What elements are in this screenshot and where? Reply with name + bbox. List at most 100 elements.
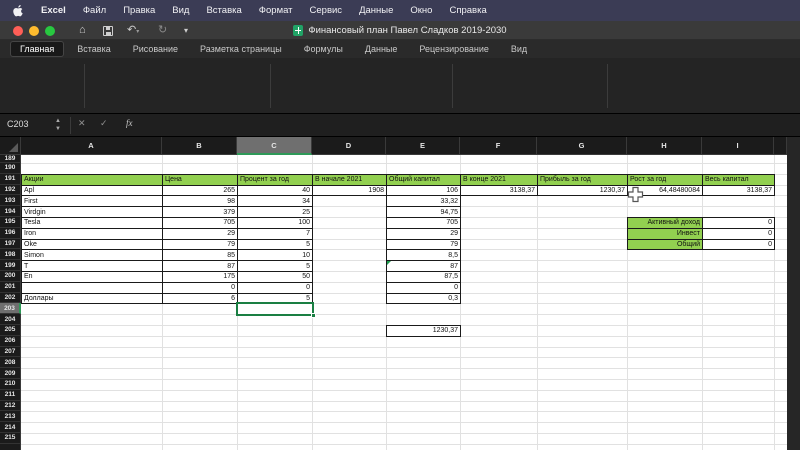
menu-item-help[interactable]: Справка (449, 5, 487, 16)
gridline (537, 155, 538, 450)
row-header-190[interactable]: 190 (0, 163, 21, 174)
column-header-E[interactable]: E (386, 137, 460, 155)
cell-B202[interactable]: 6 (162, 292, 238, 305)
menu-item-file[interactable]: Файл (82, 5, 107, 16)
column-header-G[interactable]: G (537, 137, 627, 155)
menu-item-window[interactable]: Окно (410, 5, 433, 16)
name-box-stepper[interactable]: ▲ ▼ (55, 118, 61, 132)
cell-I192[interactable]: 3138,37 (702, 184, 775, 197)
cell-H197[interactable]: Общий (627, 238, 703, 251)
row-header-203[interactable]: 203 (0, 303, 21, 315)
save-icon[interactable] (103, 26, 113, 36)
gridline (21, 357, 787, 359)
home-icon[interactable]: ⌂ (79, 24, 86, 36)
ribbon-tab-Данные[interactable]: Данные (364, 44, 398, 54)
ribbon-tab-Вставка[interactable]: Вставка (77, 44, 111, 54)
name-box[interactable]: C203 (7, 119, 29, 129)
redo-icon[interactable]: ↻ (158, 24, 168, 36)
row-header-215[interactable]: 215 (0, 433, 21, 444)
formula-input[interactable] (150, 117, 790, 134)
menu-item-tools[interactable]: Сервис (309, 5, 343, 16)
apple-menu-icon[interactable] (13, 4, 24, 17)
cell-E205[interactable]: 1230,37 (386, 325, 461, 337)
gridline (702, 155, 703, 450)
row-header-192[interactable]: 192 (0, 184, 21, 196)
row-header-205[interactable]: 205 (0, 325, 21, 336)
select-all-corner[interactable] (0, 137, 21, 155)
row-header-208[interactable]: 208 (0, 357, 21, 369)
ribbon-divider (452, 64, 453, 108)
insert-function-icon[interactable]: fx (126, 118, 133, 128)
fill-handle[interactable] (311, 313, 316, 319)
row-header-193[interactable]: 193 (0, 195, 21, 207)
row-header-214[interactable]: 214 (0, 422, 21, 433)
quick-access-more-icon[interactable]: ▾ (184, 26, 189, 35)
row-header-191[interactable]: 191 (0, 173, 21, 185)
ribbon-tab-Рисование[interactable]: Рисование (132, 44, 179, 54)
gridline (21, 389, 787, 391)
column-header-partial[interactable] (774, 137, 787, 155)
row-header-194[interactable]: 194 (0, 206, 21, 217)
undo-icon[interactable]: ↶▾ (127, 24, 140, 36)
minimize-window-button[interactable] (29, 26, 39, 36)
column-header-D[interactable]: D (312, 137, 386, 155)
cell-A202[interactable]: Доллары (21, 292, 163, 305)
menu-item-insert[interactable]: Вставка (206, 5, 242, 16)
row-header-211[interactable]: 211 (0, 389, 21, 401)
cell-F192[interactable]: 3138,37 (460, 184, 538, 197)
row-header-201[interactable]: 201 (0, 281, 21, 293)
menu-item-data[interactable]: Данные (359, 5, 394, 16)
confirm-entry-icon[interactable]: ✓ (100, 118, 108, 128)
row-header-198[interactable]: 198 (0, 249, 21, 261)
row-header-199[interactable]: 199 (0, 260, 21, 271)
row-header-196[interactable]: 196 (0, 227, 21, 239)
menu-item-view[interactable]: Вид (172, 5, 190, 16)
ribbon-tab-Разметка страницы[interactable]: Разметка страницы (200, 44, 282, 54)
cell-D192[interactable]: 1908 (312, 184, 387, 197)
gridline (21, 422, 787, 424)
ribbon-tabs: Главная Вставка Рисование Разметка страницы… (0, 40, 800, 58)
gridline (21, 314, 787, 316)
row-header-207[interactable]: 207 (0, 346, 21, 358)
cancel-entry-icon[interactable]: ✕ (78, 118, 86, 128)
ribbon-toolbar: Вставить ✂ ⧉▾ ✎ Arial▾ 10▾ А▲ А▼ Ж К Ч▾ … (0, 58, 800, 166)
ribbon-divider (270, 64, 271, 108)
menu-item-edit[interactable]: Правка (123, 5, 156, 16)
zoom-window-button[interactable] (45, 26, 55, 36)
row-header-200[interactable]: 200 (0, 271, 21, 282)
column-header-B[interactable]: B (162, 137, 237, 155)
column-header-C[interactable]: C (237, 137, 312, 155)
column-header-H[interactable]: H (627, 137, 702, 155)
cell-E202[interactable]: 0,3 (386, 292, 461, 305)
spreadsheet-grid: A B C D E F G H I 189 190 191 192 193 194 195 196 197 198 1… (0, 137, 800, 450)
row-header-210[interactable]: 210 (0, 379, 21, 390)
row-header-213[interactable]: 213 (0, 411, 21, 423)
row-header-195[interactable]: 195 (0, 217, 21, 228)
row-header-202[interactable]: 202 (0, 292, 21, 304)
gridline (627, 155, 628, 450)
ribbon-tab-Рецензирование[interactable]: Рецензирование (419, 44, 489, 54)
ribbon-tab-Главная[interactable]: Главная (10, 41, 65, 57)
gridline (21, 433, 787, 434)
column-header-I[interactable]: I (702, 137, 774, 155)
row-header-212[interactable]: 212 (0, 400, 21, 412)
column-header-F[interactable]: F (460, 137, 537, 155)
ribbon-tab-Формулы[interactable]: Формулы (303, 44, 343, 54)
row-header-204[interactable]: 204 (0, 314, 21, 325)
error-indicator-triangle (387, 261, 391, 266)
cell-G192[interactable]: 1230,37 (537, 184, 628, 197)
row-header-216[interactable] (0, 443, 21, 450)
desktop-edge (787, 137, 800, 450)
row-header-209[interactable]: 209 (0, 368, 21, 379)
close-window-button[interactable] (13, 26, 23, 36)
row-header-206[interactable]: 206 (0, 335, 21, 347)
row-header-189[interactable]: 189 (0, 155, 21, 163)
cell-C202[interactable]: 5 (237, 292, 313, 305)
ribbon-tab-Вид[interactable]: Вид (510, 44, 528, 54)
menu-item-excel[interactable]: Excel (41, 5, 66, 16)
column-header-A[interactable]: A (21, 137, 162, 155)
row-header-197[interactable]: 197 (0, 238, 21, 250)
menu-item-format[interactable]: Формат (258, 5, 293, 16)
cell-I197[interactable]: 0 (702, 238, 775, 251)
